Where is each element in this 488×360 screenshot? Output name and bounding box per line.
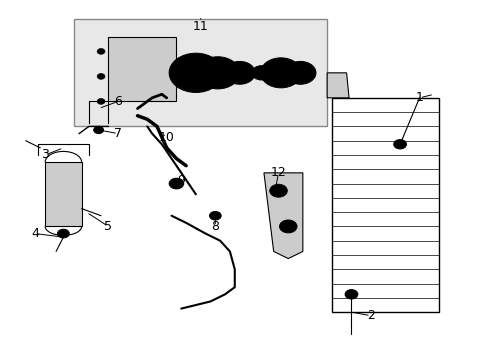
Text: 11: 11 bbox=[192, 20, 208, 33]
Circle shape bbox=[285, 62, 315, 84]
Circle shape bbox=[269, 184, 287, 197]
Text: 8: 8 bbox=[211, 220, 219, 233]
Bar bbox=[331, 98, 438, 312]
Circle shape bbox=[94, 126, 103, 134]
Circle shape bbox=[58, 229, 69, 238]
Circle shape bbox=[345, 290, 357, 299]
Text: 1: 1 bbox=[415, 91, 423, 104]
Circle shape bbox=[209, 211, 221, 220]
Polygon shape bbox=[326, 73, 348, 98]
Circle shape bbox=[169, 178, 183, 189]
Text: 2: 2 bbox=[366, 309, 374, 322]
Circle shape bbox=[97, 73, 105, 79]
Circle shape bbox=[393, 140, 406, 149]
Circle shape bbox=[251, 66, 271, 80]
Bar bbox=[108, 37, 176, 102]
Circle shape bbox=[169, 53, 222, 93]
Bar bbox=[74, 19, 326, 126]
Text: 7: 7 bbox=[114, 127, 122, 140]
Text: 5: 5 bbox=[104, 220, 112, 233]
Text: 12: 12 bbox=[270, 166, 286, 179]
Circle shape bbox=[224, 62, 255, 84]
Text: 4: 4 bbox=[31, 227, 39, 240]
Text: 6: 6 bbox=[114, 95, 122, 108]
Text: 3: 3 bbox=[41, 148, 49, 162]
Circle shape bbox=[97, 49, 105, 54]
Circle shape bbox=[97, 99, 105, 104]
Text: 9: 9 bbox=[177, 174, 185, 186]
Circle shape bbox=[196, 57, 239, 89]
Polygon shape bbox=[264, 173, 302, 258]
Circle shape bbox=[260, 58, 301, 88]
Text: 10: 10 bbox=[159, 131, 174, 144]
Circle shape bbox=[279, 220, 296, 233]
Bar bbox=[45, 162, 81, 226]
